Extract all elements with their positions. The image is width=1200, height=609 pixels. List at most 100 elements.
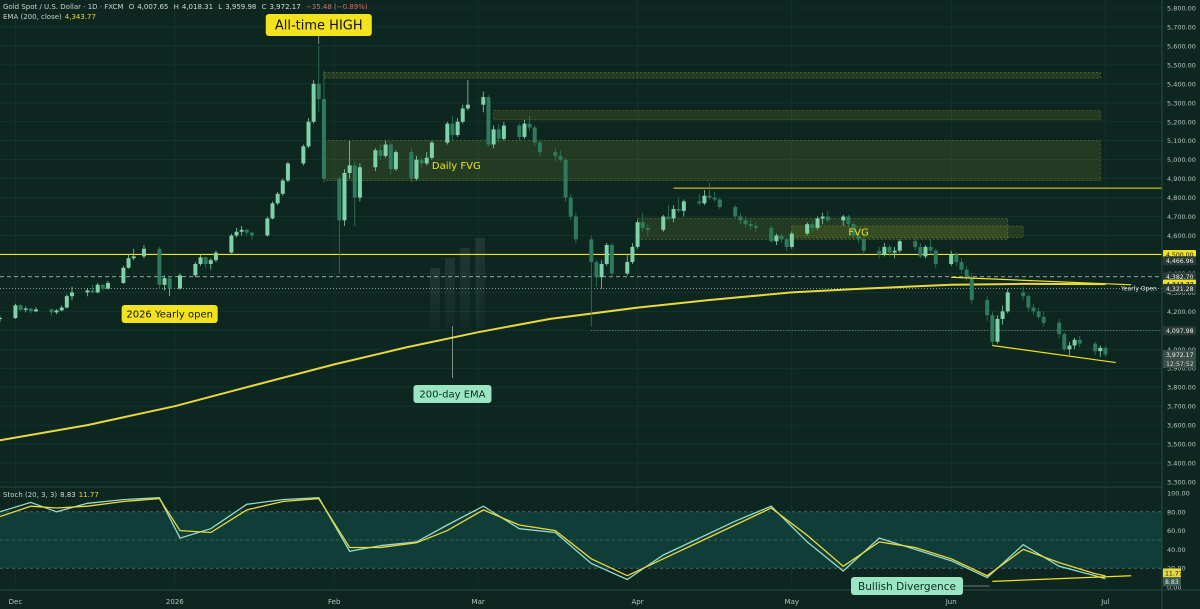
close-value: 3,972.17 [269, 3, 301, 11]
candle [193, 262, 198, 278]
candle-body [918, 246, 923, 257]
candle [856, 231, 861, 244]
candle [558, 150, 563, 162]
candle [805, 222, 810, 236]
candle-body [270, 203, 275, 219]
candle-body [537, 142, 542, 153]
candle [882, 243, 887, 257]
candle-body [995, 318, 1000, 342]
divergence-line [992, 575, 1132, 583]
candle-body [985, 299, 990, 316]
candle-body [1000, 311, 1005, 319]
ema-label: 200-day EMA [419, 390, 485, 401]
candle-body [702, 195, 707, 204]
candle [733, 205, 738, 219]
price-tick-label: 5,000.00 [1167, 156, 1196, 164]
candle-body [923, 246, 928, 257]
candle [1093, 341, 1098, 355]
candle-body [1021, 292, 1026, 297]
candle-body [573, 216, 578, 240]
stoch-legend[interactable]: Stoch (20, 3, 3) 8.83 11.77 [3, 491, 102, 499]
stoch-tick-label: 80.00 [1167, 508, 1186, 516]
divergence-label: Bullish Divergence [858, 581, 956, 593]
stoch-value-text: 11.77 [1165, 570, 1183, 577]
candle-body [589, 239, 594, 263]
candle-body [59, 307, 64, 311]
candle [177, 273, 182, 290]
low-value: 3,959.98 [225, 3, 257, 11]
candle [1036, 307, 1041, 319]
candle [861, 235, 866, 255]
candle [897, 239, 902, 253]
candle [774, 233, 779, 245]
price-axis: 3,300.00 3,400.00 3,500.00 3,600.00 3,700.00… [1161, 0, 1200, 609]
candle [1062, 332, 1067, 352]
candle-body [249, 232, 254, 236]
candle-body [805, 224, 810, 234]
candle-body [239, 229, 244, 232]
candle [779, 233, 784, 244]
trendline [992, 344, 1116, 364]
candle-body [604, 245, 609, 264]
candle-body [69, 292, 74, 297]
candle-body [229, 235, 234, 253]
candle [1041, 311, 1046, 327]
countdown-bg [1163, 359, 1196, 369]
candle-body [0, 317, 2, 319]
candle [959, 258, 964, 274]
candle [419, 157, 424, 168]
candle-body [712, 197, 717, 200]
candle [465, 80, 470, 111]
candle-body [280, 180, 285, 194]
candle-body [1005, 292, 1010, 312]
candle [743, 216, 748, 228]
candles [0, 45, 1108, 357]
candle [671, 205, 676, 223]
candle [923, 245, 928, 259]
time-tick-label: 2026 [166, 598, 184, 606]
candle-body [717, 199, 722, 208]
candle [64, 294, 69, 309]
candle-body [594, 262, 599, 278]
candle [275, 191, 280, 206]
candle [95, 282, 100, 294]
divergence-label-bg [851, 577, 963, 595]
candle [717, 197, 722, 209]
candle-body [105, 282, 110, 289]
candle [522, 119, 527, 139]
candle-body [157, 248, 162, 285]
candle-body [28, 308, 33, 312]
yearly-open-label-bg [121, 305, 218, 323]
candle-body [347, 165, 352, 173]
candle-body [95, 284, 100, 293]
candle-body [177, 275, 182, 289]
candle [1031, 303, 1036, 316]
candle-body [121, 267, 126, 283]
watermark-logo-bar [460, 248, 470, 328]
candle-body [959, 262, 964, 270]
candle-body [563, 159, 568, 198]
candle-body [913, 241, 918, 247]
price-tick-label: 5,800.00 [1167, 5, 1196, 13]
price-tick-label: 5,200.00 [1167, 118, 1196, 126]
candle-body [964, 269, 969, 278]
candle [486, 95, 491, 147]
time-tick-label: May [785, 598, 799, 606]
ema-legend[interactable]: EMA (200, close) 4,343.77 [3, 13, 99, 21]
candle-body [635, 222, 640, 247]
candle-body [491, 129, 496, 145]
price-tick-label: 3,500.00 [1167, 441, 1196, 449]
candle [244, 228, 249, 236]
stoch-k-value: 8.83 [60, 491, 76, 499]
candle [357, 163, 362, 202]
candle-body [707, 195, 712, 198]
candle-body [774, 235, 779, 242]
candle-body [193, 263, 198, 276]
candle [1098, 345, 1103, 357]
candle-body [609, 245, 614, 274]
candle-body [213, 252, 218, 261]
candle [964, 265, 969, 282]
price-tick-label: 5,700.00 [1167, 23, 1196, 31]
candle [270, 201, 275, 220]
candle [13, 303, 18, 319]
